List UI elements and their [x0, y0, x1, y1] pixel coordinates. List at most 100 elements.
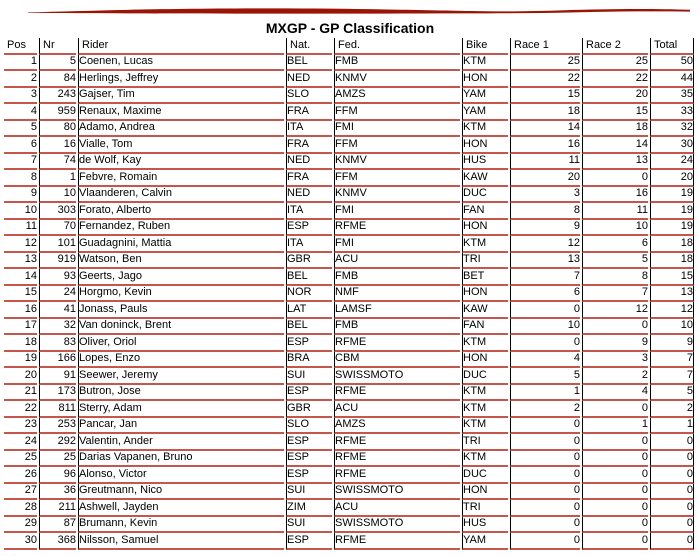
race1-cell: 20 [510, 170, 580, 187]
fed-cell: LAMSF [334, 302, 460, 319]
rider-cell: Darias Vapanen, Bruno [78, 450, 284, 467]
rider-cell: Seewer, Jeremy [78, 368, 284, 385]
total-cell: 2 [650, 401, 694, 418]
page-title: MXGP - GP Classification [265, 20, 435, 36]
fed-cell: FMI [334, 236, 460, 253]
pos-cell: 14 [4, 269, 37, 286]
race1-cell: 8 [510, 203, 580, 220]
table-row: 29 87 Brumann, Kevin SUI SWISSMOTO HUS 0… [4, 516, 694, 533]
nat-cell: NED [286, 153, 332, 170]
nat-cell: NED [286, 71, 332, 88]
total-cell: 7 [650, 368, 694, 385]
total-cell: 0 [650, 483, 694, 500]
race1-cell: 13 [510, 252, 580, 269]
fed-cell: RFME [334, 335, 460, 352]
bike-cell: DUC [462, 368, 508, 385]
fed-cell: FMB [334, 54, 460, 71]
fed-cell: RFME [334, 533, 460, 550]
rider-cell: Alonso, Victor [78, 467, 284, 484]
fed-cell: AMZS [334, 417, 460, 434]
nr-cell: 87 [39, 516, 76, 533]
table-row: 12 101 Guadagnini, Mattia ITA FMI KTM 12… [4, 236, 694, 253]
bike-cell: TRI [462, 500, 508, 517]
race2-cell: 2 [582, 368, 648, 385]
nr-cell: 919 [39, 252, 76, 269]
header-row: Pos Nr Rider Nat. Fed. Bike Race 1 Race … [4, 38, 694, 55]
fed-cell: FFM [334, 170, 460, 187]
race2-cell: 12 [582, 302, 648, 319]
nr-cell: 80 [39, 120, 76, 137]
table-row: 2 84 Herlings, Jeffrey NED KNMV HON 22 2… [4, 71, 694, 88]
rider-cell: Valentin, Ander [78, 434, 284, 451]
pos-cell: 11 [4, 220, 37, 236]
fed-cell: AMZS [334, 87, 460, 104]
fed-cell: RFME [334, 219, 460, 236]
rider-cell: Ashwell, Jayden [78, 500, 284, 517]
total-cell: 50 [650, 54, 694, 71]
table-row: 28 211 Ashwell, Jayden ZIM ACU TRI 0 0 0 [4, 500, 694, 517]
nat-cell: BEL [286, 318, 332, 335]
nat-cell: BEL [286, 269, 332, 286]
fed-cell: FMB [334, 269, 460, 286]
nr-cell: 70 [39, 219, 76, 236]
rider-cell: Van doninck, Brent [78, 318, 284, 335]
bike-cell: HON [462, 483, 508, 500]
bike-cell: HUS [462, 153, 508, 170]
pos-cell: 3 [4, 88, 37, 104]
race2-cell: 10 [582, 219, 648, 236]
col-header-race1: Race 1 [510, 38, 580, 55]
nat-cell: ZIM [286, 500, 332, 517]
nat-cell: ESP [286, 335, 332, 352]
rider-cell: Oliver, Oriol [78, 335, 284, 352]
race2-cell: 13 [582, 153, 648, 170]
fed-cell: ACU [334, 252, 460, 269]
nr-cell: 93 [39, 269, 76, 286]
nr-cell: 101 [39, 236, 76, 253]
table-row: 13 919 Watson, Ben GBR ACU TRI 13 5 18 [4, 252, 694, 269]
bike-cell: DUC [462, 186, 508, 203]
table-row: 24 292 Valentin, Ander ESP RFME TRI 0 0 … [4, 434, 694, 451]
col-header-rider: Rider [78, 38, 284, 55]
fed-cell: FMB [334, 318, 460, 335]
pos-cell: 28 [4, 500, 37, 517]
fed-cell: FMI [334, 203, 460, 220]
race1-cell: 0 [510, 417, 580, 434]
rider-cell: Renaux, Maxime [78, 104, 284, 121]
table-row: 7 74 de Wolf, Kay NED KNMV HUS 11 13 24 [4, 153, 694, 170]
col-header-fed: Fed. [334, 38, 460, 55]
race1-cell: 16 [510, 137, 580, 154]
rider-cell: Jonass, Pauls [78, 302, 284, 319]
pos-cell: 16 [4, 302, 37, 319]
rider-cell: Horgmo, Kevin [78, 285, 284, 302]
race2-cell: 5 [582, 252, 648, 269]
bike-cell: HON [462, 285, 508, 302]
col-header-pos: Pos [4, 38, 37, 55]
total-cell: 7 [650, 351, 694, 368]
rider-cell: Vialle, Tom [78, 137, 284, 154]
nat-cell: ITA [286, 236, 332, 253]
total-cell: 33 [650, 104, 694, 121]
race1-cell: 1 [510, 384, 580, 401]
nat-cell: BRA [286, 351, 332, 368]
race2-cell: 11 [582, 203, 648, 220]
total-cell: 0 [650, 434, 694, 451]
fed-cell: KNMV [334, 153, 460, 170]
bike-cell: KTM [462, 417, 508, 434]
bike-cell: KTM [462, 401, 508, 418]
nr-cell: 91 [39, 368, 76, 385]
bike-cell: KAW [462, 170, 508, 187]
fed-cell: CBM [334, 351, 460, 368]
rider-cell: Greutmann, Nico [78, 483, 284, 500]
bike-cell: HON [462, 219, 508, 236]
fed-cell: KNMV [334, 71, 460, 88]
pos-cell: 24 [4, 434, 37, 451]
table-row: 27 36 Greutmann, Nico SUI SWISSMOTO HON … [4, 483, 694, 500]
bike-cell: KTM [462, 54, 508, 71]
nr-cell: 368 [39, 533, 76, 550]
race2-cell: 0 [582, 500, 648, 517]
nr-cell: 10 [39, 186, 76, 203]
fed-cell: RFME [334, 450, 460, 467]
table-row: 4 959 Renaux, Maxime FRA FFM YAM 18 15 3… [4, 104, 694, 121]
nat-cell: ESP [286, 533, 332, 550]
race2-cell: 6 [582, 236, 648, 253]
